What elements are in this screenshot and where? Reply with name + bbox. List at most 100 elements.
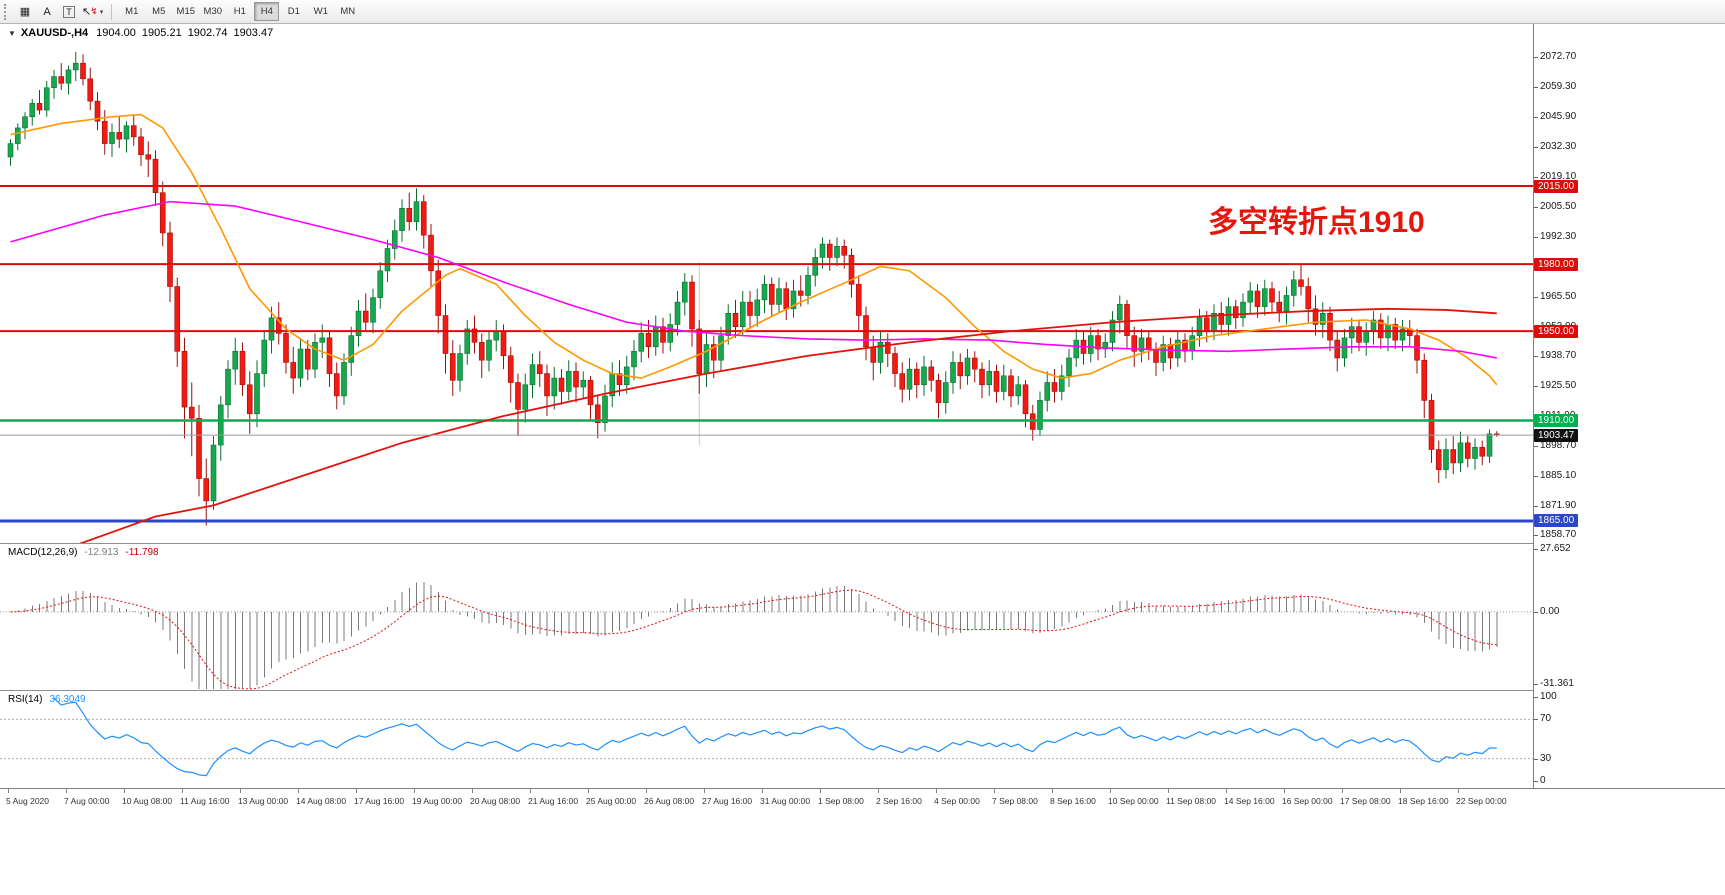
macd-value-signal: -11.798 xyxy=(125,547,159,558)
panel-separator-rsi[interactable] xyxy=(0,690,1725,691)
x-axis-tick xyxy=(936,789,937,793)
text-label-icon[interactable]: T xyxy=(59,2,79,22)
ohlc-low: 1902.74 xyxy=(187,27,228,39)
x-axis-tick xyxy=(878,789,879,793)
x-axis-label: 14 Aug 08:00 xyxy=(296,796,347,806)
timeframe-H4[interactable]: H4 xyxy=(254,2,280,21)
y-axis-label: 70 xyxy=(1540,713,1552,725)
x-axis-tick xyxy=(1052,789,1053,793)
y-axis-label: 1898.70 xyxy=(1540,439,1577,451)
x-axis-tick xyxy=(1226,789,1227,793)
y-axis-label: 2032.30 xyxy=(1540,141,1577,153)
x-axis-tick xyxy=(356,789,357,793)
y-axis-label: 30 xyxy=(1540,752,1552,764)
y-axis-label: 1992.30 xyxy=(1540,230,1577,242)
y-axis-tick xyxy=(1534,505,1538,507)
chart-dropdown-icon[interactable]: ▼ xyxy=(8,29,16,38)
price-tag: 1980.00 xyxy=(1534,257,1579,271)
x-axis-tick xyxy=(1458,789,1459,793)
x-axis-tick xyxy=(472,789,473,793)
panel-separator-macd[interactable] xyxy=(0,543,1725,544)
macd-signal-line xyxy=(10,589,1497,690)
y-axis-tick xyxy=(1534,445,1538,447)
y-axis-tick xyxy=(1534,781,1538,782)
y-axis-label: 1965.50 xyxy=(1540,290,1577,302)
objects-pointer-icon[interactable]: ↖ ↯ ▾ xyxy=(81,2,104,22)
y-axis-label: -31.361 xyxy=(1540,678,1574,689)
y-axis-label: 2005.50 xyxy=(1540,201,1577,213)
macd-plot[interactable] xyxy=(0,543,1533,690)
x-axis-label: 13 Aug 00:00 xyxy=(238,796,289,806)
y-axis-tick xyxy=(1534,476,1538,478)
y-axis-label: 1871.90 xyxy=(1540,499,1577,511)
drawing-tools-group: ▦ A T ↖ ↯ ▾ xyxy=(14,2,105,22)
timeframe-MN[interactable]: MN xyxy=(335,2,360,21)
y-axis-label: 27.652 xyxy=(1540,543,1571,554)
x-axis-tick xyxy=(240,789,241,793)
x-axis-label: 7 Sep 08:00 xyxy=(992,796,1038,806)
x-axis-label: 26 Aug 08:00 xyxy=(644,796,695,806)
macd-value-main: -12.913 xyxy=(84,547,119,558)
y-axis-tick xyxy=(1534,296,1538,298)
y-axis-label: 1885.10 xyxy=(1540,470,1577,482)
toolbar-separator xyxy=(111,3,113,20)
rsi-plot[interactable] xyxy=(0,690,1533,788)
x-axis-label: 11 Sep 08:00 xyxy=(1166,796,1216,806)
ohlc-high: 1905.21 xyxy=(141,27,182,39)
y-axis-tick xyxy=(1534,356,1538,358)
toolbar-grip[interactable] xyxy=(4,3,8,20)
timeframe-W1[interactable]: W1 xyxy=(308,2,333,21)
timeframe-M5[interactable]: M5 xyxy=(146,2,171,21)
y-axis-tick xyxy=(1534,385,1538,387)
y-axis-tick xyxy=(1534,549,1538,550)
x-axis-tick xyxy=(1400,789,1401,793)
x-axis-label: 7 Aug 00:00 xyxy=(64,796,110,806)
y-axis-label: 100 xyxy=(1540,691,1557,702)
timeframe-M15[interactable]: M15 xyxy=(173,2,198,21)
chart-window-icon[interactable]: ▦ xyxy=(15,2,35,22)
x-axis-tick xyxy=(762,789,763,793)
y-axis-label: 2059.30 xyxy=(1540,81,1577,93)
timeframe-M30[interactable]: M30 xyxy=(200,2,225,21)
price-axis[interactable]: 2072.70 2059.30 2045.90 2032.30 2019.10 2005.… xyxy=(1533,24,1725,788)
y-axis-tick xyxy=(1534,758,1538,760)
ma-fast-orange xyxy=(10,113,1498,386)
x-axis-tick xyxy=(298,789,299,793)
x-axis-tick xyxy=(588,789,589,793)
x-axis-tick xyxy=(66,789,67,793)
chart-header: ▼ XAUUSD-,H4 1904.00 1905.21 1902.74 1903.47 xyxy=(8,27,279,39)
x-axis-tick xyxy=(182,789,183,793)
price-tag: 1910.00 xyxy=(1534,413,1579,427)
x-axis-label: 2 Sep 16:00 xyxy=(876,796,922,806)
x-axis-label: 17 Aug 16:00 xyxy=(354,796,405,806)
y-axis-tick xyxy=(1534,236,1538,238)
time-axis[interactable]: 5 Aug 2020 7 Aug 00:00 10 Aug 08:00 11 Aug … xyxy=(0,788,1725,814)
x-axis-label: 10 Sep 00:00 xyxy=(1108,796,1159,806)
window-bottom-space xyxy=(0,814,1725,895)
macd-histogram xyxy=(17,582,1498,689)
x-axis-label: 25 Aug 00:00 xyxy=(586,796,637,806)
timeframe-M1[interactable]: M1 xyxy=(119,2,144,21)
x-axis-label: 31 Aug 00:00 xyxy=(760,796,811,806)
x-axis-tick xyxy=(1168,789,1169,793)
main-chart-plot[interactable] xyxy=(0,24,1533,543)
macd-name: MACD(12,26,9) xyxy=(8,547,78,558)
x-axis-tick xyxy=(1110,789,1111,793)
chart-annotation-text: 多空转折点1910 xyxy=(1208,206,1425,239)
x-axis-label: 17 Sep 08:00 xyxy=(1340,796,1391,806)
x-axis-label: 18 Sep 16:00 xyxy=(1398,796,1449,806)
rsi-value: 36.3049 xyxy=(49,694,86,705)
timeframe-H1[interactable]: H1 xyxy=(227,2,252,21)
x-axis-tick xyxy=(8,789,9,793)
y-axis-label: 2045.90 xyxy=(1540,110,1577,122)
y-axis-tick xyxy=(1534,147,1538,149)
x-axis-label: 21 Aug 16:00 xyxy=(528,796,579,806)
timeframe-D1[interactable]: D1 xyxy=(281,2,306,21)
y-axis-label: 1925.50 xyxy=(1540,379,1577,391)
rsi-line xyxy=(53,697,1497,777)
x-axis-label: 4 Sep 00:00 xyxy=(934,796,980,806)
insert-text-icon[interactable]: A xyxy=(37,2,57,22)
price-tag: 1950.00 xyxy=(1534,324,1579,338)
x-axis-label: 5 Aug 2020 xyxy=(6,796,50,806)
